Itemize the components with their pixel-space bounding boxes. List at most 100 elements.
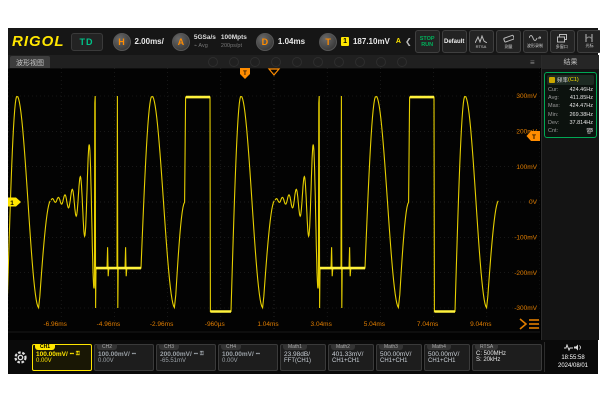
waveform-display-area: 300mV 200mV 100mV 0V -100mV -200mV -300mV -6.9…	[6, 67, 541, 340]
math-box-label: Math1	[283, 343, 307, 350]
acquisition-mode: ⌁ Avg	[193, 42, 208, 49]
spectrum-icon	[475, 34, 488, 43]
math-status-box[interactable]: Math4 500.00mV/ CH1+CH1	[424, 343, 470, 371]
measurement-row: Dev: 37.814Hz	[547, 119, 594, 127]
channel-status-box[interactable]: CH1 100.00mV/⎓ ⚿︎ 0.00V	[32, 343, 92, 371]
clock-time: 18:55:58	[561, 355, 585, 361]
trigger-knob[interactable]: T	[319, 32, 338, 51]
waveform-record-button[interactable]: 波形录制	[522, 30, 548, 53]
measurement-row-label: Cur:	[548, 87, 559, 93]
lock-icon: ⚿︎	[199, 351, 204, 357]
delay-knob[interactable]: D	[255, 32, 274, 51]
oscilloscope-screen: RIGOL TD H 2.00ms/ A 5GSa/s ⌁ Avg 100Mpt…	[6, 28, 600, 374]
graticule-gridlines	[7, 67, 541, 333]
channel-status-box[interactable]: CH3 200.00mV/⎓ ⚿︎ -65.51mV	[156, 343, 216, 371]
trigger-level-marker[interactable]: T	[526, 131, 541, 141]
rtsa-status-box[interactable]: RTSA C: 500MHz S: 20kHz	[472, 343, 542, 371]
time-axis-labels: -6.96ms -4.96ms -2.96ms -960µs 1.04ms 3.04ms 5…	[43, 321, 492, 328]
ch1-waveform-trace	[6, 95, 499, 313]
measurement-card-frequency[interactable]: 频率 (C1) Cur: 424.46Hz Avg: 411.85Hz Max:…	[544, 72, 597, 139]
acquire-knob[interactable]: A	[171, 32, 190, 51]
measurement-row-label: Cnt:	[548, 128, 559, 135]
coupling-icon: ⎓	[131, 351, 136, 357]
svg-text:T: T	[532, 134, 536, 141]
multi-window-button[interactable]: 多窗口	[549, 30, 575, 53]
measurement-row-value: 37.814Hz	[569, 119, 593, 126]
cursor-button[interactable]: 光标	[576, 30, 600, 53]
delay-reference-icon	[267, 68, 281, 76]
cursor-icon	[585, 34, 593, 42]
voltage-axis-labels: 300mV 200mV 100mV 0V -100mV -200mV -300mV	[514, 93, 537, 312]
math-box-label: Math3	[379, 343, 403, 350]
results-panel: 结果 频率 (C1) Cur: 424.46Hz Avg: 411.85Hz M…	[541, 55, 599, 340]
measurement-card-header: 频率 (C1)	[547, 75, 594, 85]
math-expression: CH1+CH1	[332, 357, 360, 364]
rtsa-span: S: 20kHz	[476, 356, 501, 363]
measure-button[interactable]: 测量	[495, 30, 521, 53]
math-scale: 500.00mV/	[428, 350, 460, 358]
voltage-label: 100mV	[516, 164, 537, 171]
trigger-position-marker[interactable]: T	[240, 68, 250, 79]
tab-waveform-view[interactable]: 波形视图	[10, 56, 50, 70]
channel-offset: -65.51mV	[160, 357, 187, 364]
default-button[interactable]: Default	[441, 30, 467, 53]
voltage-label: 200mV	[516, 129, 537, 136]
channel-status-box[interactable]: CH4 100.00mV/⎓⚿︎ 0.00V	[218, 343, 278, 371]
waveform-status-icon	[563, 343, 573, 352]
channel-box-label: CH1	[35, 343, 56, 350]
math-scale: 401.33mV/	[332, 350, 364, 358]
time-label: 7.04ms	[417, 321, 439, 328]
measurement-row-label: Dev:	[548, 119, 560, 126]
memory-depth: 100Mpts	[220, 33, 247, 41]
measurement-row-value: 411.85Hz	[569, 95, 593, 102]
voltage-label: 0V	[529, 199, 538, 206]
measurement-row-label: Min:	[548, 111, 559, 118]
menu-hamburger-icon[interactable]: ≡	[530, 58, 535, 67]
math-scale: 23.98dB/	[284, 350, 311, 358]
graticule-canvas: 300mV 200mV 100mV 0V -100mV -200mV -300mV -6.9…	[6, 67, 541, 333]
time-label: 9.04ms	[470, 321, 492, 328]
channel-scale: 100.00mV/	[222, 350, 254, 358]
channel-offset: 0.00V	[98, 357, 114, 364]
timebase-value[interactable]: 2.00ms/	[134, 37, 164, 46]
rigol-logo: RIGOL	[12, 33, 65, 50]
rtsa-button[interactable]: RTSA	[468, 30, 494, 53]
trigger-mode-badge[interactable]: TD	[70, 32, 103, 51]
voltage-label: 300mV	[516, 93, 537, 100]
channel-status-box[interactable]: CH2 100.00mV/⎓⚿︎ 0.00V	[94, 343, 154, 371]
sample-rate: 5GSa/s	[193, 33, 216, 41]
math-status-box[interactable]: Math2 401.33mV/ CH1+CH1	[328, 343, 374, 371]
math-status-box[interactable]: Math3 500.00mV/ CH1+CH1	[376, 343, 422, 371]
time-resolution: 200ps/pt	[220, 42, 243, 49]
run-stop-button[interactable]: STOP RUN	[414, 30, 440, 53]
measurement-row-label: Avg:	[548, 95, 559, 102]
math-expression: FFT(CH1)	[284, 357, 311, 364]
settings-button[interactable]	[10, 344, 30, 370]
memory-depth-group[interactable]: 100Mpts 200ps/pt	[221, 34, 247, 50]
top-toolbar: RIGOL TD H 2.00ms/ A 5GSa/s ⌁ Avg 100Mpt…	[8, 28, 600, 55]
expand-menu-icon[interactable]	[519, 318, 539, 330]
horizontal-knob[interactable]: H	[112, 32, 131, 51]
voltage-label: -300mV	[514, 305, 537, 312]
multi-window-icon	[557, 33, 568, 42]
channel1-position-marker[interactable]: 1	[8, 197, 21, 207]
time-label: 1.04ms	[257, 321, 279, 328]
time-label: 5.04ms	[364, 321, 386, 328]
trigger-level-value[interactable]: 187.10mV	[352, 37, 390, 46]
measurement-row-value: 269.38Hz	[569, 111, 593, 118]
channel-box-label: CH2	[97, 343, 118, 350]
view-tab-strip: 波形视图 ≡	[8, 55, 598, 70]
sound-icon	[574, 344, 582, 351]
math-status-box[interactable]: Math1 23.98dB/ FFT(CH1)	[280, 343, 326, 371]
svg-text:1: 1	[10, 200, 14, 207]
measurement-source: (C1)	[568, 77, 579, 83]
sample-rate-group[interactable]: 5GSa/s ⌁ Avg	[194, 34, 216, 50]
math-expression: CH1+CH1	[380, 357, 408, 364]
delay-value[interactable]: 1.04ms	[277, 37, 306, 46]
measurement-row-label: Max:	[548, 103, 560, 110]
toolbar-scroll-left-icon[interactable]: ❮	[404, 37, 412, 46]
trigger-source-badge[interactable]: 1	[341, 37, 349, 46]
trash-icon[interactable]: 🗑︎	[585, 129, 593, 136]
measurement-row: Cnt: 23	[547, 127, 594, 135]
math-expression: CH1+CH1	[428, 357, 456, 364]
